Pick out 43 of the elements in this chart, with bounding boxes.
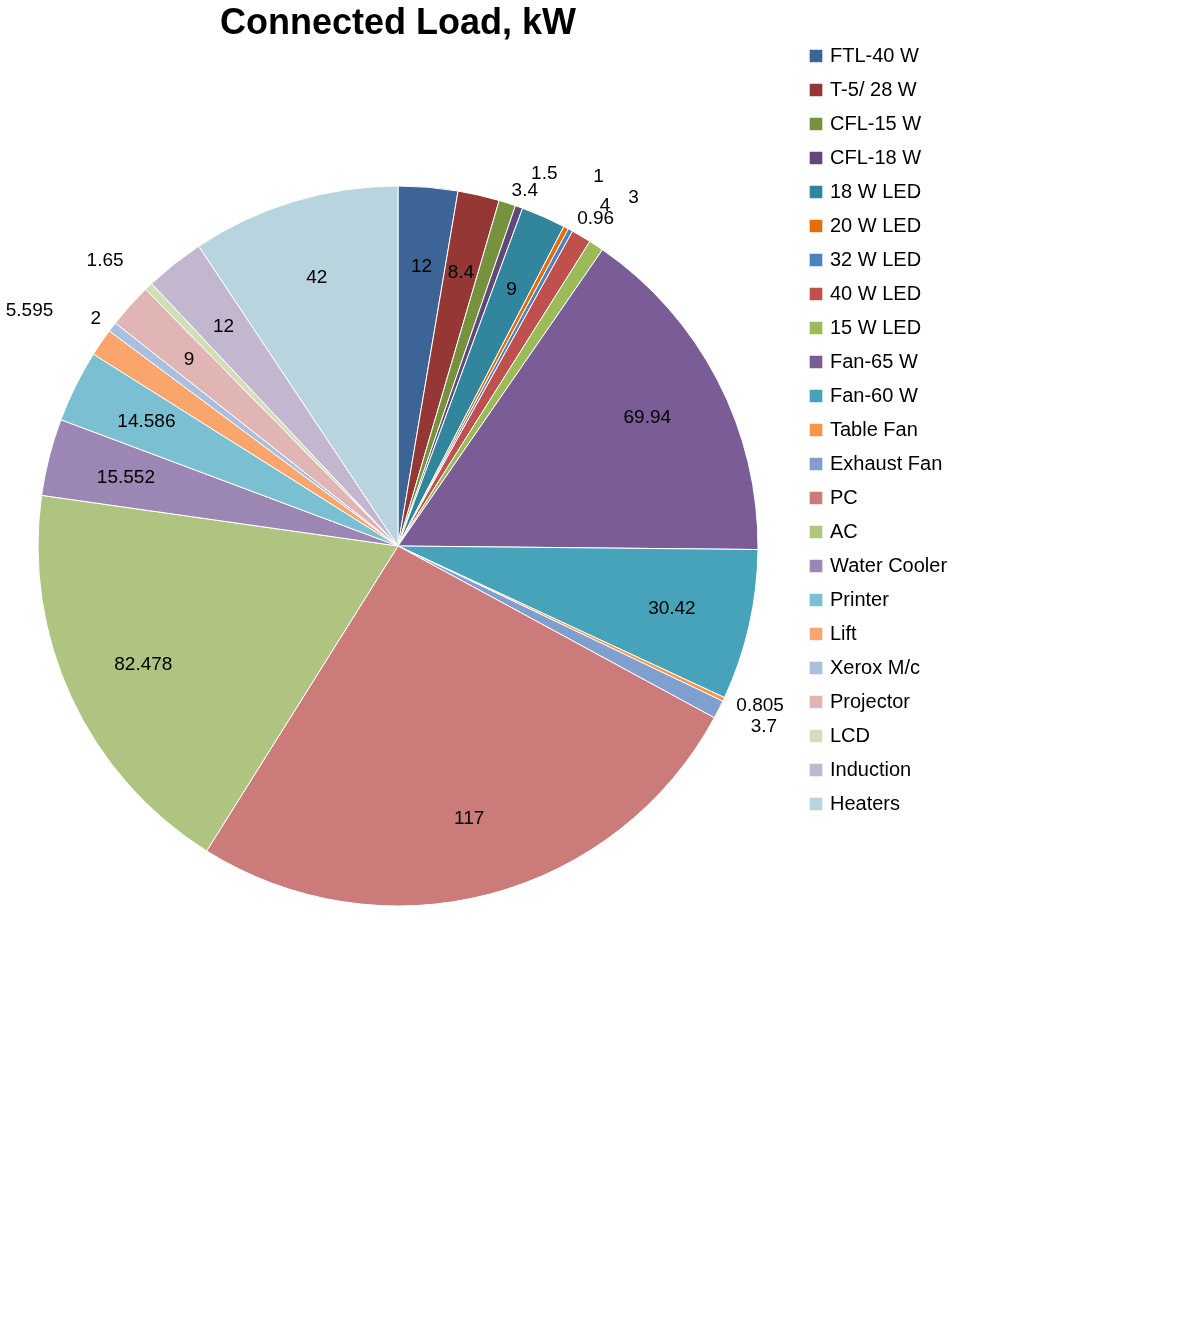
data-label: 82.478 bbox=[114, 653, 173, 675]
data-label: 12 bbox=[410, 255, 433, 277]
data-label: 8.4 bbox=[447, 261, 475, 283]
data-label: 14.586 bbox=[117, 410, 176, 432]
legend-label: LCD bbox=[830, 724, 871, 746]
legend-label: 20 W LED bbox=[830, 214, 922, 236]
data-label: 9 bbox=[183, 347, 195, 369]
data-label: 5.595 bbox=[5, 298, 54, 320]
chart-title: Connected Load, kW bbox=[219, 1, 577, 42]
legend-label: Lift bbox=[830, 622, 858, 644]
legend-label: Exhaust Fan bbox=[830, 452, 943, 474]
legend-label: CFL-18 W bbox=[830, 146, 922, 168]
legend-label: Xerox M/c bbox=[830, 656, 921, 678]
legend-label: FTL-40 W bbox=[830, 44, 920, 66]
legend-label: Fan-60 W bbox=[830, 384, 918, 406]
legend-label: Printer bbox=[830, 588, 890, 610]
legend-label: PC bbox=[830, 486, 858, 508]
legend-label: Heaters bbox=[830, 792, 901, 814]
legend-label: T-5/ 28 W bbox=[830, 78, 917, 100]
legend-label: AC bbox=[830, 520, 858, 542]
data-label: 0.805 bbox=[736, 694, 784, 716]
data-label: 12 bbox=[213, 314, 235, 336]
legend-label: 18 W LED bbox=[830, 180, 922, 202]
data-label: 42 bbox=[306, 266, 328, 288]
data-label: 3.7 bbox=[750, 714, 778, 736]
legend-label: Fan-65 W bbox=[830, 350, 918, 372]
legend-label: 32 W LED bbox=[830, 248, 922, 270]
data-label: 117 bbox=[454, 806, 485, 828]
data-label: 9 bbox=[506, 278, 517, 300]
legend-label: Induction bbox=[830, 758, 912, 780]
legend-label: Table Fan bbox=[830, 418, 918, 440]
data-label: 1 bbox=[593, 165, 604, 187]
data-label: 30.42 bbox=[648, 596, 696, 618]
legend-label: CFL-15 W bbox=[830, 112, 922, 134]
data-label: 2 bbox=[90, 307, 102, 329]
data-label: 69.94 bbox=[623, 405, 672, 427]
legend-label: Water Cooler bbox=[830, 554, 948, 576]
legend-label: 15 W LED bbox=[830, 316, 922, 338]
data-label: 3 bbox=[628, 186, 639, 208]
legend-label: Projector bbox=[830, 690, 911, 712]
legend-label: 40 W LED bbox=[830, 282, 922, 304]
data-label: 1.65 bbox=[86, 249, 124, 271]
data-label: 15.552 bbox=[96, 465, 155, 487]
